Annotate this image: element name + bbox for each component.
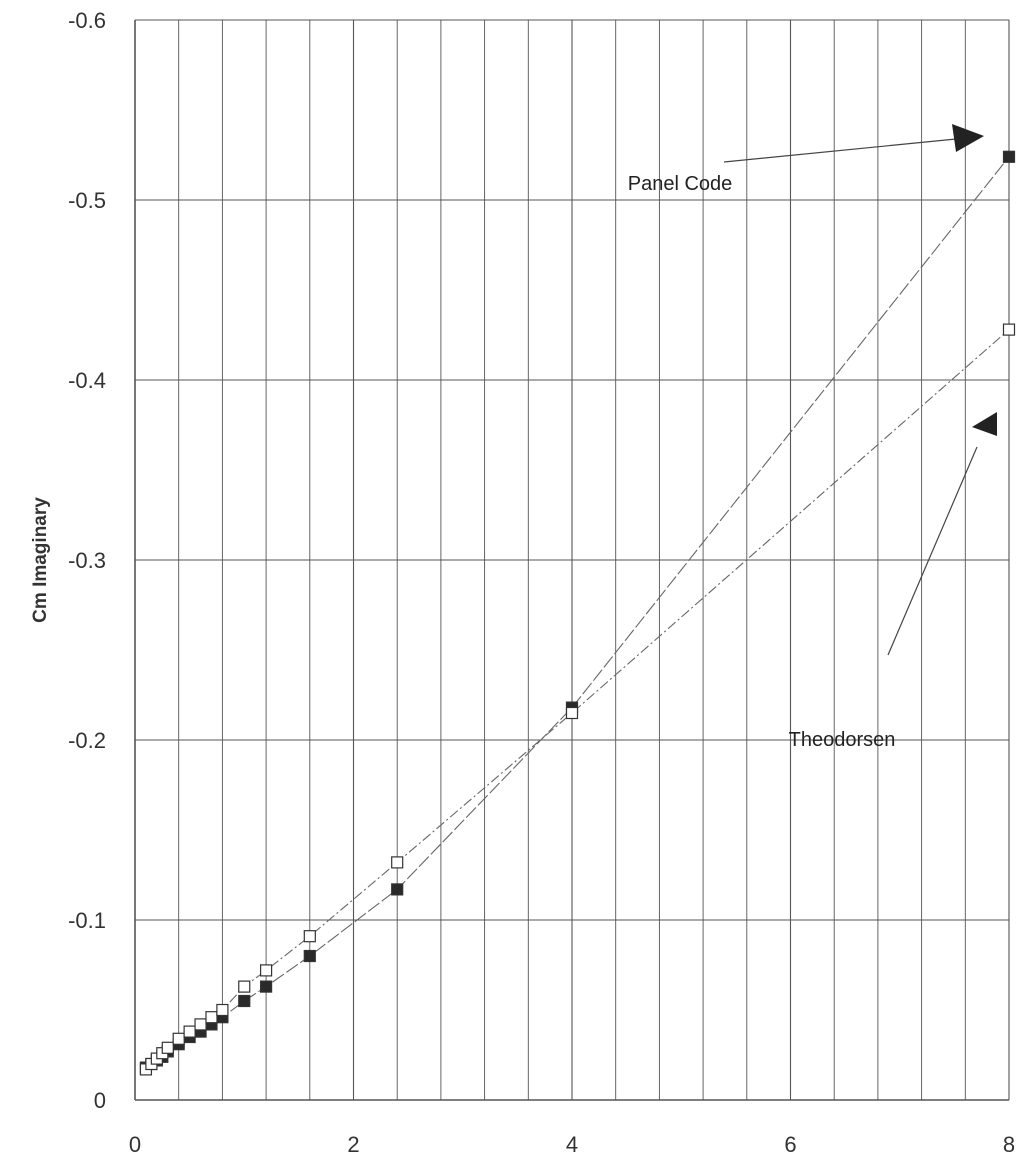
y-tick-label: -0.6 (68, 8, 106, 33)
data-point-panel-code (260, 980, 273, 993)
data-point-theodorsen (161, 1041, 174, 1054)
data-point-theodorsen (1002, 323, 1016, 336)
annotation-theodorsen-text: Theodorsen (789, 729, 896, 751)
annotation-panel-code: Panel Code (628, 124, 984, 195)
data-point-panel-code (238, 994, 251, 1008)
data-point-theodorsen (303, 930, 316, 943)
annotation-panel-code-text: Panel Code (628, 173, 733, 195)
series-markers (139, 150, 1016, 1076)
x-tick-label: 8 (1003, 1132, 1015, 1157)
grid (134, 19, 1010, 1101)
series-line-panel-code (145, 156, 1010, 1069)
data-point-theodorsen (172, 1032, 185, 1045)
annotation-panel-code-leader (723, 138, 957, 163)
x-tick-label: 2 (347, 1132, 359, 1157)
data-point-theodorsen (260, 964, 273, 977)
x-tick-label: 4 (566, 1132, 578, 1157)
annotation-panel-code-arrowhead (952, 124, 984, 152)
y-tick-label: -0.2 (68, 728, 106, 753)
y-tick-label: -0.3 (68, 548, 106, 573)
y-tick-label: -0.4 (68, 368, 106, 393)
data-point-theodorsen (238, 980, 251, 993)
data-point-panel-code (391, 883, 404, 896)
data-point-panel-code (1002, 150, 1016, 163)
y-tick-label: 0 (94, 1088, 106, 1113)
y-tick-label: -0.1 (68, 908, 106, 933)
y-tick-label: -0.5 (68, 188, 106, 213)
tick-labels: 0 2 4 6 8 0 -0.1 -0.2 -0.3 -0.4 -0.5 -0.6 (68, 8, 1015, 1157)
annotation-theodorsen: Theodorsen (789, 412, 997, 751)
y-axis-label: Cm Imaginary (30, 497, 51, 623)
annotation-theodorsen-arrowhead (972, 412, 997, 436)
data-point-theodorsen (216, 1003, 229, 1017)
data-point-theodorsen (391, 856, 404, 869)
x-tick-label: 6 (784, 1132, 796, 1157)
data-point-panel-code (303, 949, 316, 963)
series-line-theodorsen (145, 329, 1010, 1070)
data-point-theodorsen (565, 706, 579, 720)
annotation-theodorsen-leader (887, 446, 978, 656)
x-tick-label: 0 (129, 1132, 141, 1157)
series-lines (145, 156, 1010, 1070)
data-point-theodorsen (194, 1018, 207, 1031)
data-point-theodorsen (183, 1025, 196, 1038)
data-point-theodorsen (205, 1011, 218, 1024)
